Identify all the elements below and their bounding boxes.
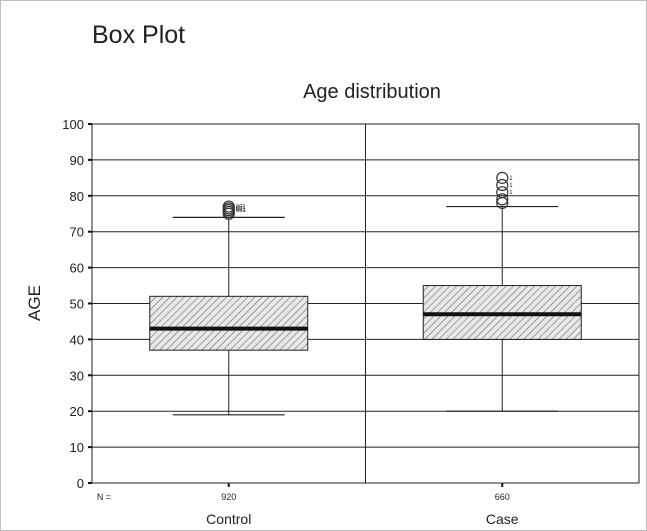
outlier-point: [496, 171, 509, 184]
outlier-id-label: 1: [509, 183, 513, 189]
n-count: 660: [495, 492, 510, 502]
outlier-id-label: 661: [236, 206, 247, 212]
outlier-point: [496, 178, 509, 192]
n-count: 920: [221, 492, 236, 502]
y-tick-label: 40: [70, 332, 84, 347]
y-axis-label: AGE: [25, 285, 44, 321]
box-group-case: 111: [422, 171, 582, 412]
outlier-id-label: 1: [509, 176, 513, 182]
y-tick-label: 0: [77, 476, 84, 491]
outlier-id-label: 801: [236, 205, 247, 211]
category-label: Case: [486, 511, 519, 527]
category-label: Control: [206, 511, 251, 527]
x-axis: N = 920 Control 660 Case: [97, 483, 519, 527]
iqr-box: [149, 295, 309, 351]
outlier-point: [496, 193, 509, 206]
outlier-id-label: 1: [509, 190, 513, 196]
y-tick-label: 20: [70, 404, 84, 419]
y-tick-label: 30: [70, 368, 84, 383]
y-tick-label: 10: [70, 440, 84, 455]
y-tick-label: 60: [70, 261, 84, 276]
outlier-id-label: 661: [236, 208, 247, 214]
y-tick-label: 80: [70, 189, 84, 204]
outlier-point: [222, 200, 235, 213]
y-tick-label: 50: [70, 297, 84, 312]
outlier-point: [496, 186, 509, 199]
y-tick-label: 90: [70, 153, 84, 168]
page-heading: Box Plot: [92, 21, 185, 49]
y-tick-label: 100: [62, 117, 84, 132]
n-label: N =: [97, 492, 111, 502]
chart-title: Age distribution: [303, 81, 441, 103]
y-tick-label: 70: [70, 225, 84, 240]
y-axis: 0 10 20 30 40 50 60 70 80 90 100: [62, 117, 92, 491]
